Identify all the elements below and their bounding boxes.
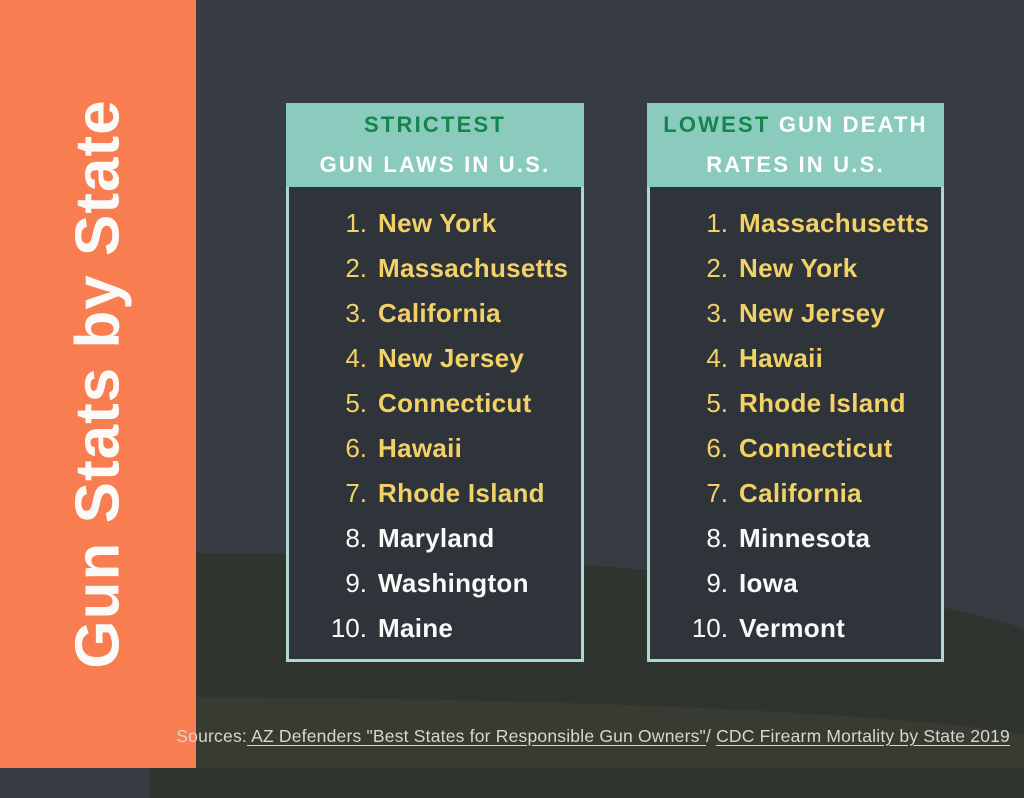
strictest-ranked-list: 1. New York 2. Massachusetts 3. California … (286, 187, 584, 662)
list-item: 6. Hawaii (289, 426, 581, 471)
list-item: 8. Maryland (289, 516, 581, 561)
list-item: 7. Rhode Island (289, 471, 581, 516)
list-item: 10. Vermont (650, 606, 941, 651)
list-item: 10. Maine (289, 606, 581, 651)
panel-lowest-gun-death-rates: LOWEST GUN DEATH RATES IN U.S. 1. Massach… (647, 103, 944, 662)
panel-lowest-header-line1: LOWEST GUN DEATH (663, 105, 928, 145)
list-item: 9. Washington (289, 561, 581, 606)
list-item: 1. New York (289, 201, 581, 246)
panel-strictest-header-line1: STRICTEST (364, 105, 506, 145)
rank-number: 4. (706, 343, 728, 373)
rank-number: 9. (345, 568, 367, 598)
header-rest-text: GUN DEATH (770, 112, 928, 137)
rank-number: 5. (706, 388, 728, 418)
state-name: Massachusetts (378, 253, 569, 283)
list-item: 1. Massachusetts (650, 201, 941, 246)
rank-number: 4. (345, 343, 367, 373)
source-link-cdc[interactable]: CDC Firearm Mortality by State 2019 (716, 726, 1010, 746)
rank-number: 7. (345, 478, 367, 508)
source-link-az-defenders[interactable]: AZ Defenders "Best States for Responsibl… (246, 726, 706, 746)
rank-number: 3. (706, 298, 728, 328)
rank-number: 7. (706, 478, 728, 508)
rank-number: 2. (706, 253, 728, 283)
list-item: 9. Iowa (650, 561, 941, 606)
rank-number: 6. (345, 433, 367, 463)
list-item: 7. California (650, 471, 941, 516)
panel-lowest-header-line2: RATES IN U.S. (706, 152, 885, 177)
sources-separator: / (705, 726, 717, 746)
list-item: 5. Connecticut (289, 381, 581, 426)
state-name: New Jersey (739, 298, 886, 328)
rank-number: 9. (706, 568, 728, 598)
panel-lowest-header: LOWEST GUN DEATH RATES IN U.S. (647, 103, 944, 187)
state-name: Iowa (739, 568, 798, 598)
state-name: Rhode Island (739, 388, 906, 418)
panel-strictest-header: STRICTEST GUN LAWS IN U.S. (286, 103, 584, 187)
state-name: Massachusetts (739, 208, 930, 238)
state-name: California (378, 298, 501, 328)
state-name: Connecticut (739, 433, 893, 463)
list-item: 6. Connecticut (650, 426, 941, 471)
rank-number: 8. (706, 523, 728, 553)
sidebar: Gun Stats by State (0, 0, 196, 768)
state-name: Connecticut (378, 388, 532, 418)
state-name: Minnesota (739, 523, 871, 553)
state-name: Hawaii (739, 343, 824, 373)
rank-number: 1. (706, 208, 728, 238)
state-name: Washington (378, 568, 529, 598)
state-name: Rhode Island (378, 478, 545, 508)
rank-number: 10. (330, 613, 367, 643)
panel-strictest-gun-laws: STRICTEST GUN LAWS IN U.S. 1. New York 2.… (286, 103, 584, 662)
state-name: Vermont (739, 613, 846, 643)
rank-number: 3. (345, 298, 367, 328)
list-item: 4. Hawaii (650, 336, 941, 381)
list-item: 8. Minnesota (650, 516, 941, 561)
list-item: 3. New Jersey (650, 291, 941, 336)
header-accent-text: STRICTEST (363, 112, 507, 137)
rank-number: 6. (706, 433, 728, 463)
rank-number: 1. (345, 208, 367, 238)
state-name: New York (378, 208, 497, 238)
rank-number: 5. (345, 388, 367, 418)
list-item: 2. New York (650, 246, 941, 291)
rank-number: 10. (691, 613, 728, 643)
list-item: 4. New Jersey (289, 336, 581, 381)
state-name: Maryland (378, 523, 495, 553)
state-name: New Jersey (378, 343, 525, 373)
list-item: 5. Rhode Island (650, 381, 941, 426)
sources-label: Sources: (176, 726, 247, 746)
header-accent-text: LOWEST (663, 112, 771, 137)
state-name: Maine (378, 613, 454, 643)
state-name: Hawaii (378, 433, 463, 463)
sources-line: Sources: AZ Defenders "Best States for R… (176, 726, 1010, 747)
lowest-rates-ranked-list: 1. Massachusetts 2. New York 3. New Jersey … (647, 187, 944, 662)
list-item: 2. Massachusetts (289, 246, 581, 291)
page-title: Gun Stats by State (63, 99, 133, 669)
rank-number: 8. (345, 523, 367, 553)
state-name: California (739, 478, 862, 508)
list-item: 3. California (289, 291, 581, 336)
state-name: New York (739, 253, 858, 283)
panel-strictest-header-line2: GUN LAWS IN U.S. (319, 152, 551, 177)
rank-number: 2. (345, 253, 367, 283)
